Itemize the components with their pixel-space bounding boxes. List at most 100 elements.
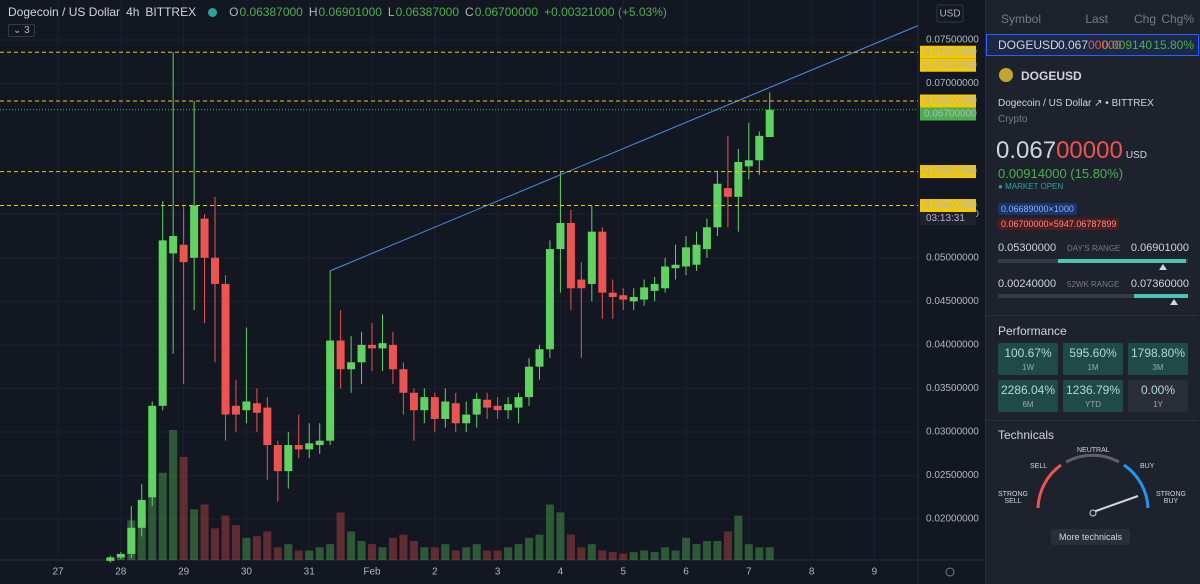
detail-exchange: BITTREX: [1111, 98, 1154, 109]
candle-body: [525, 366, 534, 398]
candle-body: [514, 397, 523, 408]
volume-bar: [765, 547, 774, 560]
candle-body: [483, 399, 492, 408]
candle-body: [305, 443, 314, 450]
volume-bar: [368, 544, 377, 560]
price-label: 0.06800000: [924, 96, 977, 107]
candle-body: [190, 205, 199, 258]
candle-body: [462, 414, 471, 424]
candle-body: [702, 227, 711, 250]
volume-bar: [399, 534, 408, 560]
candle-body: [378, 343, 387, 349]
indicators-count: 3: [24, 25, 30, 36]
settings-icon[interactable]: [945, 567, 955, 577]
performance-cell: 100.67% 1W: [998, 343, 1058, 375]
y-tick-label: 0.05000000: [926, 252, 979, 263]
symbol: Dogecoin / US Dollar: [8, 5, 121, 19]
bid: 0.06689000×1000: [998, 203, 1077, 215]
volume-bar: [713, 540, 722, 560]
row-last: 0.067: [1058, 38, 1089, 52]
candle-body: [242, 401, 251, 411]
candle-body: [116, 553, 125, 558]
volume-bar: [514, 544, 523, 560]
candle-body: [200, 218, 209, 258]
currency-button[interactable]: [936, 4, 964, 23]
price-label: 0.05990000: [924, 166, 977, 177]
x-tick-label: 7: [746, 567, 752, 578]
volume-bar: [409, 540, 418, 560]
volume-bar: [462, 547, 471, 560]
volume-bar: [169, 430, 178, 560]
x-tick-label: 3: [495, 567, 501, 578]
volume-bar: [273, 547, 282, 560]
candle-body: [671, 264, 680, 269]
volume-bar: [545, 504, 554, 560]
row-chg: 0.009140: [1102, 38, 1153, 52]
range-low: 0.05300000: [998, 242, 1057, 254]
more-technicals-button[interactable]: More technicals: [1051, 529, 1131, 545]
divider: [986, 420, 1199, 421]
volume-bar: [326, 544, 335, 560]
currency-button-label[interactable]: USD: [939, 9, 960, 20]
technicals-title: Technicals: [998, 428, 1055, 442]
high-label: H: [308, 5, 318, 19]
volume-bar: [357, 540, 366, 560]
price-label-box: [920, 45, 976, 59]
candle-body: [294, 445, 303, 450]
candle-body: [211, 257, 220, 284]
gauge-label: NEUTRAL: [1077, 447, 1110, 454]
trend-line: [329, 174, 560, 272]
y-tick-label: 0.03000000: [926, 427, 979, 438]
performance-value: 595.60%: [1069, 346, 1117, 360]
range-track: [998, 294, 1188, 298]
indicators-toggle[interactable]: ⌄ 3: [8, 24, 35, 37]
performance-period: 1M: [1087, 363, 1099, 372]
candle-body: [137, 499, 146, 528]
volume-bar: [315, 547, 324, 560]
y-tick-label: 0.07500000: [926, 35, 979, 46]
volume-bar: [158, 472, 167, 560]
candle-body: [755, 135, 764, 161]
volume-bar: [148, 472, 157, 560]
price-label-box: [920, 199, 976, 213]
volume-bar: [378, 547, 387, 560]
volume-bar: [744, 544, 753, 560]
volume-bar: [493, 550, 502, 560]
candle-body: [587, 231, 596, 284]
volume-bar: [420, 547, 429, 560]
performance-cell: 0.00% 1Y: [1128, 380, 1188, 412]
candle-body: [399, 369, 408, 393]
range-fill: [1134, 294, 1188, 298]
candle-body: [577, 279, 586, 289]
volume-bar: [451, 550, 460, 560]
divider: [986, 315, 1199, 316]
performance-period: 1Y: [1153, 400, 1163, 409]
detail-description: Dogecoin / US Dollar: [998, 98, 1092, 109]
x-tick-label: 6: [683, 567, 689, 578]
watchlist-row[interactable]: [986, 34, 1199, 56]
candle-body: [231, 405, 240, 415]
candle-body: [598, 231, 607, 293]
coin-icon: [999, 68, 1013, 82]
range-label: DAY'S RANGE: [1067, 244, 1121, 253]
volume-bar: [305, 550, 314, 560]
volume-bar: [441, 544, 450, 560]
range-marker: [1170, 299, 1178, 305]
price-label: 0.07360000: [924, 47, 977, 58]
chart: USD 27 28 29 30 31 Feb 2 3 4 5 6 7 8 9 0.07500000 0.070…: [0, 0, 985, 584]
interval: 4h: [126, 5, 140, 19]
volume-bar: [608, 552, 617, 560]
y-tick-label: 0.03500000: [926, 383, 979, 394]
gauge-needle: [1092, 495, 1139, 513]
high-value: 0.06901000: [318, 5, 382, 19]
volume-bar: [525, 537, 534, 560]
candle-body: [263, 407, 272, 446]
gauge: [1036, 453, 1150, 517]
y-tick-label: 0.07000000: [926, 78, 979, 89]
candle-body: [472, 398, 481, 415]
price-label-box: [920, 94, 976, 108]
candle-body: [504, 404, 513, 411]
candle-body: [420, 397, 429, 411]
volume-bar: [336, 512, 345, 560]
candle-body: [619, 295, 628, 300]
